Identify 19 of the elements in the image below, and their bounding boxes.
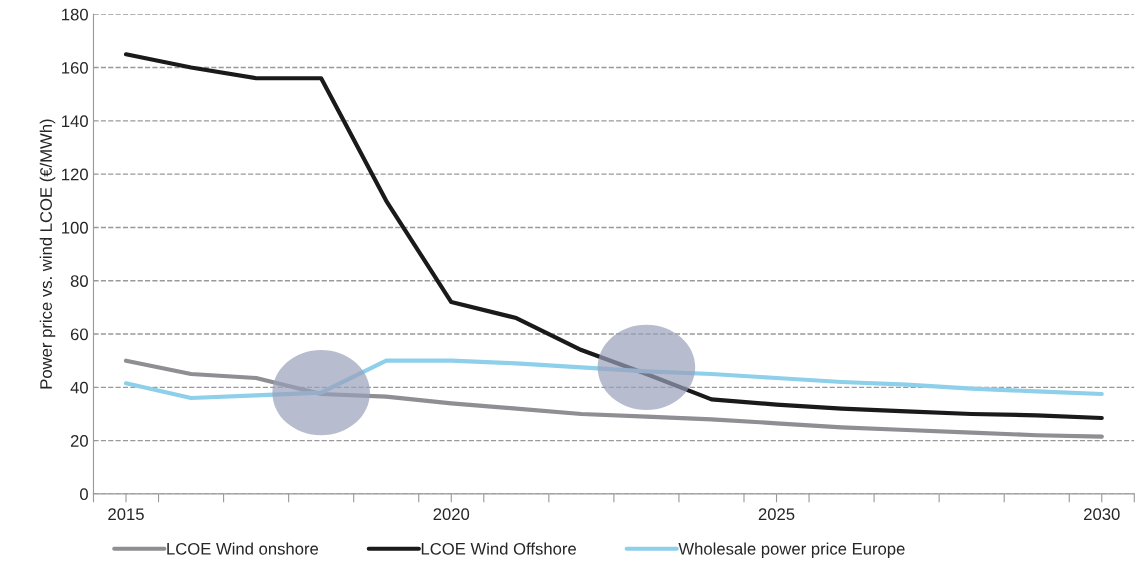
x-tick-label: 2025 [758,508,795,521]
y-axis-title: Power price vs. wind LCOE (€/MWh) [39,119,56,389]
x-tick-label: 2015 [108,508,144,521]
y-tick-label: 140 [62,115,88,128]
y-tick-label: 160 [62,61,88,74]
legend-label: LCOE Wind onshore [167,542,319,555]
legend-label: LCOE Wind Offshore [421,542,576,555]
y-tick-label: 120 [62,168,88,181]
x-tick-label: 2020 [433,508,470,521]
line-series [123,52,1104,421]
y-tick-label: 60 [70,328,88,341]
legend-label: Wholesale power price Europe [678,542,905,559]
x-tick-label: 2030 [1084,508,1120,521]
y-tick-label: 180 [62,8,88,21]
y-tick-label: 0 [80,488,88,501]
y-tick-label: 100 [62,221,88,234]
y-tick-label: 80 [70,275,88,287]
y-tick-label: 40 [70,381,88,394]
y-tick-label: 20 [70,435,88,447]
